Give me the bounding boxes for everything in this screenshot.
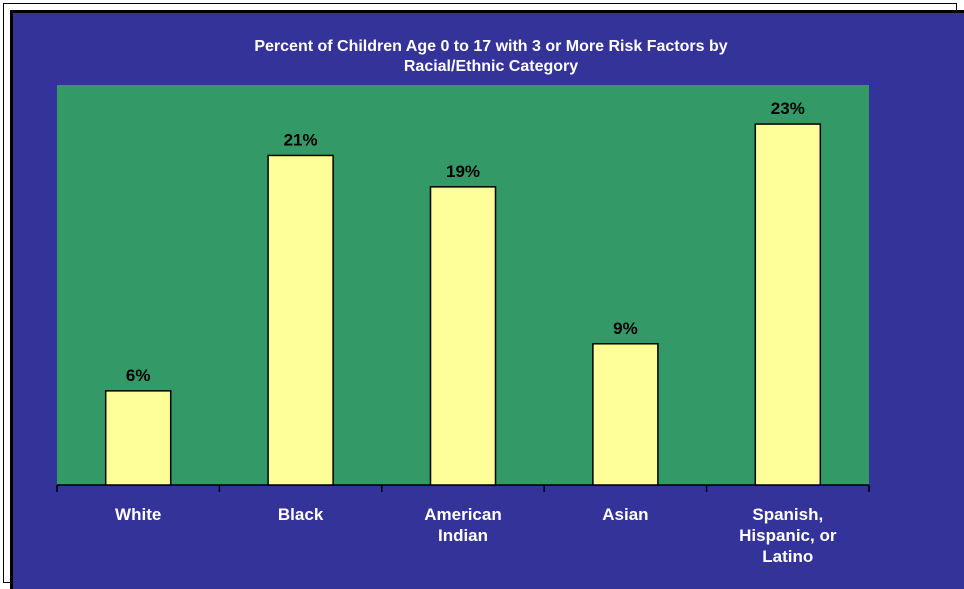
- data-label-5: 23%: [771, 99, 805, 118]
- chart-marks: 6% White 21% Black 19% American Indian 9% Asian 2…: [56, 99, 870, 566]
- category-label-3: American: [424, 505, 501, 524]
- category-label-1: White: [115, 505, 161, 524]
- bar-4: [592, 343, 659, 486]
- category-label-2: Black: [278, 505, 324, 524]
- chart-title-line-1: Percent of Children Age 0 to 17 with 3 o…: [254, 38, 727, 55]
- bar-1: [104, 390, 172, 486]
- chart-title-line-2: Racial/Ethnic Category: [404, 58, 578, 75]
- category-label-3: Indian: [438, 526, 488, 545]
- category-label-5: Spanish,: [752, 505, 823, 524]
- data-label-2: 21%: [284, 130, 318, 149]
- chart-panel: Percent of Children Age 0 to 17 with 3 o…: [10, 10, 964, 589]
- data-label-4: 9%: [613, 319, 638, 338]
- category-label-5: Latino: [762, 547, 813, 566]
- bar-chart: Percent of Children Age 0 to 17 with 3 o…: [13, 13, 964, 589]
- bar-5: [754, 123, 822, 486]
- bar-2: [267, 154, 334, 486]
- data-label-1: 6%: [126, 366, 151, 385]
- data-label-3: 19%: [446, 162, 480, 181]
- bar-3: [429, 186, 497, 486]
- category-label-4: Asian: [602, 505, 648, 524]
- category-label-5: Hispanic, or: [739, 526, 837, 545]
